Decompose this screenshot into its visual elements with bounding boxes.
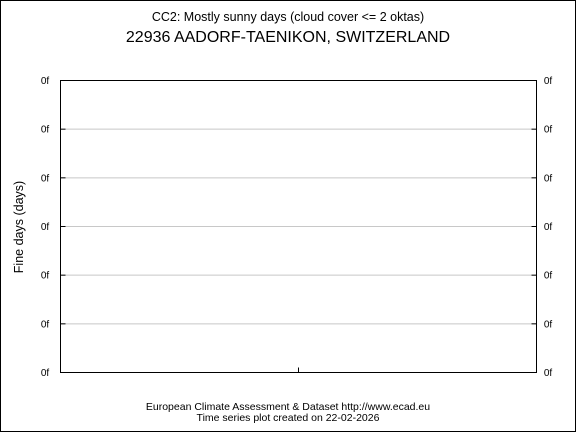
y-tick-label-left: 0f [41, 271, 50, 282]
y-tick-label-left: 0f [41, 76, 50, 87]
y-tick-label-right: 0f [544, 368, 553, 379]
chart-title: 22936 AADORF-TAENIKON, SWITZERLAND [126, 29, 450, 46]
y-axis-label: Fine days (days) [12, 181, 26, 273]
gridlines [60, 128, 537, 325]
chart-subtitle: CC2: Mostly sunny days (cloud cover <= 2… [152, 10, 424, 24]
y-tick-label-left: 0f [41, 222, 50, 233]
tick-labels: 0f 0f 0f 0f 0f 0f 0f 0f 0f 0f 0f 0f 0f 0f [41, 76, 553, 379]
y-tick-label-right: 0f [544, 76, 553, 87]
y-tick-label-left: 0f [41, 368, 50, 379]
y-tick-label-right: 0f [544, 319, 553, 330]
y-tick-label-left: 0f [41, 319, 50, 330]
plot-area-frame [60, 80, 537, 373]
footer-created: Time series plot created on 22-02-2026 [197, 412, 380, 424]
y-tick-label-left: 0f [41, 125, 50, 136]
y-tick-label-right: 0f [544, 271, 553, 282]
y-tick-label-right: 0f [544, 222, 553, 233]
y-tick-label-right: 0f [544, 125, 553, 136]
footer-source: European Climate Assessment & Dataset ht… [146, 401, 430, 413]
y-tick-label-right: 0f [544, 173, 553, 184]
y-tick-label-left: 0f [41, 173, 50, 184]
